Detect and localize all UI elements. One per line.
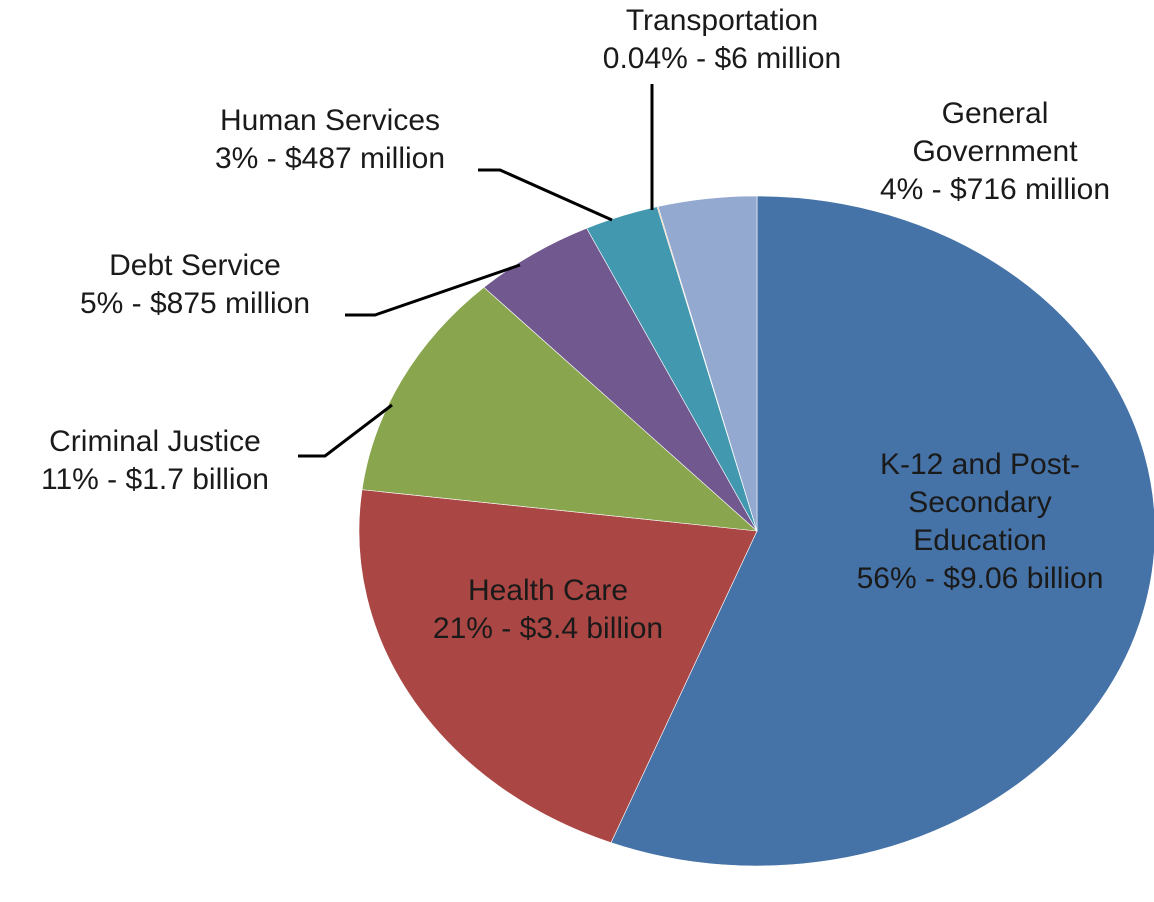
slice-label: Debt Service: [109, 249, 281, 282]
value-label: 3% - $487 million: [215, 142, 445, 175]
slice-label: K-12 and Post-Secondary Education: [880, 448, 1080, 557]
pie-slice: [610, 195, 1154, 867]
value-label: 11% - $1.7 billion: [41, 463, 269, 496]
slice-label: Criminal Justice: [49, 425, 261, 458]
pie-slice: [358, 489, 758, 844]
slice-label: Transportation: [626, 4, 818, 37]
slice-label: Human Services: [220, 104, 440, 137]
value-label: 21% - $3.4 billion: [433, 612, 663, 645]
value-label: 0.04% - $6 million: [603, 42, 841, 75]
leader-line: [478, 168, 613, 222]
leader-line: [298, 403, 393, 458]
value-label: 5% - $875 million: [80, 287, 310, 320]
value-label: 4% - $716 million: [880, 173, 1110, 206]
slice-label: General Government: [912, 97, 1078, 168]
pie-slice: [657, 195, 758, 532]
slice-label: Health Care: [468, 574, 628, 607]
value-label: 56% - $9.06 billion: [857, 562, 1104, 595]
pie-slice: [361, 286, 758, 532]
leader-line: [345, 263, 521, 317]
